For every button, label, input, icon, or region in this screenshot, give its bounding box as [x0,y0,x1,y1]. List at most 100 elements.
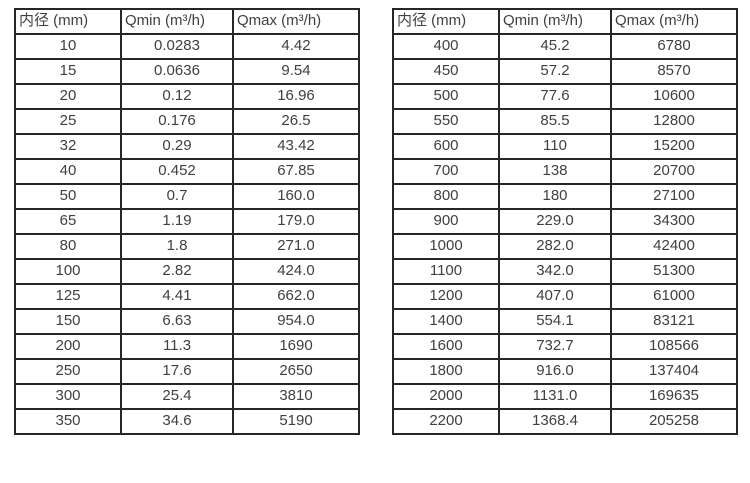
table-row: 32 0.29 43.42 [14,133,360,160]
qmin-cell: 57.2 [498,58,612,85]
qmax-cell: 26.5 [232,108,360,135]
qmax-cell: 271.0 [232,233,360,260]
qmin-cell: 85.5 [498,108,612,135]
diameter-cell: 100 [14,258,122,285]
qmax-cell: 179.0 [232,208,360,235]
table-body: 400 45.2 6780 450 57.2 8570 500 77.6 10600 550 85.… [392,33,738,435]
qmax-cell: 3810 [232,383,360,410]
qmin-cell: 2.82 [120,258,234,285]
diameter-cell: 200 [14,333,122,360]
diameter-cell: 900 [392,208,500,235]
qmax-cell: 12800 [610,108,738,135]
diameter-cell: 40 [14,158,122,185]
diameter-cell: 1400 [392,308,500,335]
table-row: 1800 916.0 137404 [392,358,738,385]
table-row: 2000 1131.0 169635 [392,383,738,410]
diameter-cell: 250 [14,358,122,385]
table-row: 100 2.82 424.0 [14,258,360,285]
qmax-cell: 34300 [610,208,738,235]
qmax-cell: 67.85 [232,158,360,185]
qmin-cell: 110 [498,133,612,160]
qmin-cell: 0.0283 [120,33,234,60]
diameter-cell: 300 [14,383,122,410]
qmax-cell: 662.0 [232,283,360,310]
qmin-cell: 732.7 [498,333,612,360]
qmin-cell: 342.0 [498,258,612,285]
diameter-column-header: 内径 (mm) [392,8,500,35]
qmin-cell: 0.12 [120,83,234,110]
qmin-column-header: Qmin (m³/h) [120,8,234,35]
diameter-cell: 80 [14,233,122,260]
diameter-cell: 400 [392,33,500,60]
qmin-cell: 45.2 [498,33,612,60]
table-row: 250 17.6 2650 [14,358,360,385]
table-row: 1600 732.7 108566 [392,333,738,360]
qmax-cell: 1690 [232,333,360,360]
table-row: 65 1.19 179.0 [14,208,360,235]
table-row: 80 1.8 271.0 [14,233,360,260]
table-row: 10 0.0283 4.42 [14,33,360,60]
qmin-cell: 554.1 [498,308,612,335]
qmin-cell: 34.6 [120,408,234,435]
diameter-cell: 1600 [392,333,500,360]
table-row: 500 77.6 10600 [392,83,738,110]
flow-table-small-diameters: 内径 (mm) Qmin (m³/h) Qmax (m³/h) 10 0.0283… [14,8,360,435]
header-row: 内径 (mm) Qmin (m³/h) Qmax (m³/h) [14,8,360,35]
qmin-cell: 1131.0 [498,383,612,410]
qmin-cell: 282.0 [498,233,612,260]
qmax-cell: 51300 [610,258,738,285]
qmin-cell: 1.19 [120,208,234,235]
qmax-cell: 4.42 [232,33,360,60]
diameter-cell: 1800 [392,358,500,385]
qmin-cell: 0.7 [120,183,234,210]
qmin-cell: 180 [498,183,612,210]
table-row: 15 0.0636 9.54 [14,58,360,85]
diameter-cell: 10 [14,33,122,60]
qmin-cell: 25.4 [120,383,234,410]
qmax-cell: 137404 [610,358,738,385]
table-row: 50 0.7 160.0 [14,183,360,210]
diameter-cell: 65 [14,208,122,235]
diameter-cell: 1000 [392,233,500,260]
qmin-cell: 4.41 [120,283,234,310]
qmax-cell: 20700 [610,158,738,185]
qmin-cell: 0.0636 [120,58,234,85]
qmax-cell: 205258 [610,408,738,435]
qmax-cell: 42400 [610,233,738,260]
qmax-cell: 169635 [610,383,738,410]
qmin-cell: 0.176 [120,108,234,135]
qmax-column-header: Qmax (m³/h) [610,8,738,35]
qmax-cell: 43.42 [232,133,360,160]
table-row: 40 0.452 67.85 [14,158,360,185]
qmax-cell: 15200 [610,133,738,160]
table-row: 550 85.5 12800 [392,108,738,135]
diameter-cell: 20 [14,83,122,110]
qmin-cell: 77.6 [498,83,612,110]
table-row: 900 229.0 34300 [392,208,738,235]
table-row: 800 180 27100 [392,183,738,210]
diameter-cell: 700 [392,158,500,185]
qmax-column-header: Qmax (m³/h) [232,8,360,35]
diameter-cell: 25 [14,108,122,135]
table-row: 150 6.63 954.0 [14,308,360,335]
qmin-cell: 1368.4 [498,408,612,435]
qmin-cell: 229.0 [498,208,612,235]
diameter-cell: 600 [392,133,500,160]
qmin-cell: 0.29 [120,133,234,160]
table-row: 1000 282.0 42400 [392,233,738,260]
qmin-cell: 407.0 [498,283,612,310]
table-row: 350 34.6 5190 [14,408,360,435]
qmax-cell: 424.0 [232,258,360,285]
table-row: 1400 554.1 83121 [392,308,738,335]
qmax-cell: 8570 [610,58,738,85]
diameter-cell: 32 [14,133,122,160]
qmin-cell: 138 [498,158,612,185]
qmin-cell: 0.452 [120,158,234,185]
flow-table-large-diameters: 内径 (mm) Qmin (m³/h) Qmax (m³/h) 400 45.2 6… [392,8,738,435]
qmax-cell: 16.96 [232,83,360,110]
diameter-cell: 2000 [392,383,500,410]
qmax-cell: 61000 [610,283,738,310]
diameter-cell: 50 [14,183,122,210]
qmin-cell: 1.8 [120,233,234,260]
